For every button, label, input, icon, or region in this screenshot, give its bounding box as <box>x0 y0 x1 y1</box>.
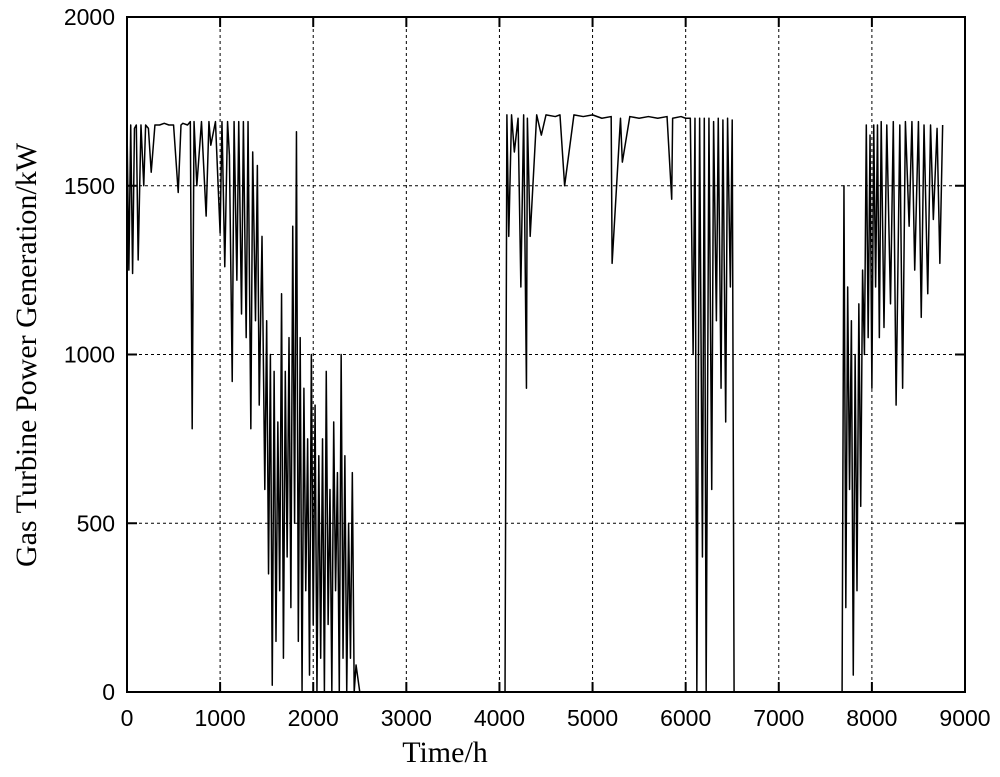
data-line <box>126 114 944 693</box>
y-tick-label: 1500 <box>64 173 115 199</box>
x-tick-label: 9000 <box>939 705 990 731</box>
x-tick-label: 7000 <box>753 705 804 731</box>
x-tick-label: 3000 <box>381 705 432 731</box>
x-tick-label: 0 <box>121 705 134 731</box>
x-tick-label: 1000 <box>195 705 246 731</box>
x-tick-label: 8000 <box>846 705 897 731</box>
y-tick-label: 1000 <box>64 342 115 368</box>
plot-frame <box>126 16 966 693</box>
x-axis-title: Time/h <box>402 736 488 769</box>
y-tick-label: 2000 <box>64 4 115 30</box>
x-tick-label: 2000 <box>288 705 339 731</box>
y-tick-label: 0 <box>102 679 115 705</box>
y-tick-label: 500 <box>77 510 115 536</box>
x-tick-label: 5000 <box>567 705 618 731</box>
x-tick-label: 6000 <box>660 705 711 731</box>
y-axis-title: Gas Turbine Power Generation/kW <box>10 142 43 567</box>
x-tick-label: 4000 <box>474 705 525 731</box>
